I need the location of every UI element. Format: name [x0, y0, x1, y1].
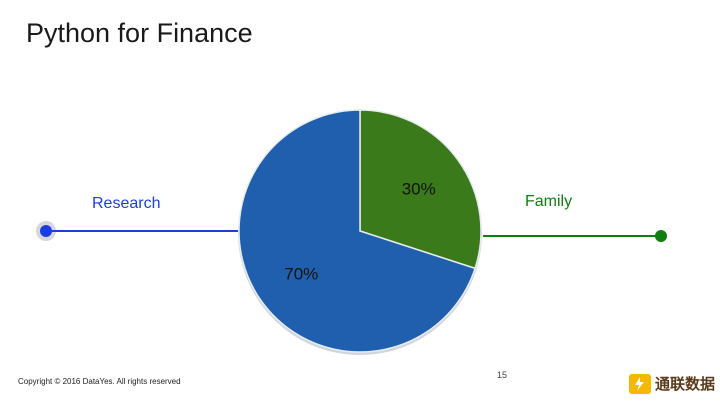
family-handle[interactable] — [655, 230, 667, 242]
pie-slice-research — [238, 109, 477, 353]
slide-title: Python for Finance — [26, 18, 253, 48]
logo-text: 通联数据 — [655, 375, 716, 393]
pie-slice-family — [359, 109, 482, 270]
pie-label-family: 30% — [402, 179, 436, 198]
family-callout-label: Family — [525, 193, 572, 210]
research-callout-label: Research — [92, 195, 160, 212]
pie-label-research: 70% — [284, 265, 318, 284]
datayes-logo-icon — [629, 373, 651, 394]
datayes-logo: 通联数据 — [629, 373, 715, 394]
page-number: 15 — [497, 370, 508, 380]
copyright-text: Copyright © 2016 DataYes. All rights res… — [18, 377, 181, 386]
